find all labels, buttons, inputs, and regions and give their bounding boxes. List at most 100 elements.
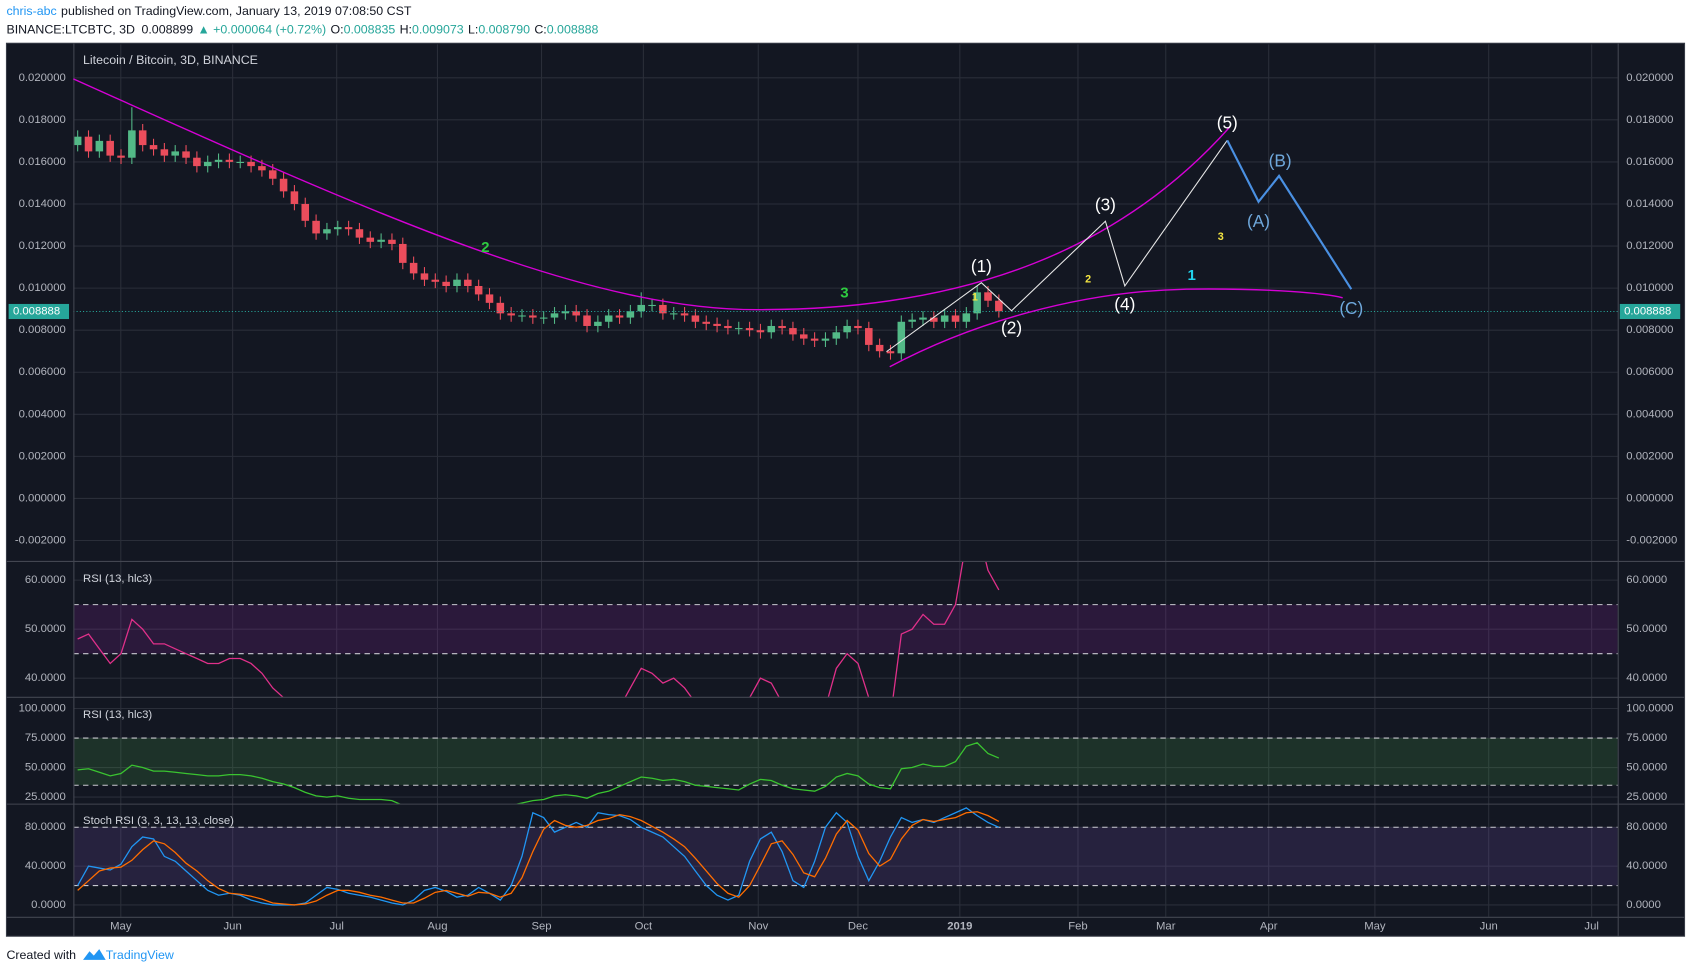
series-line xyxy=(77,811,1000,906)
wave-label: (3) xyxy=(1095,195,1116,215)
candle-body xyxy=(951,315,960,322)
price-label-box xyxy=(1619,303,1681,320)
footer-logo xyxy=(83,949,106,960)
change: ▲ +0.000064 (+0.72%) xyxy=(197,23,326,37)
author[interactable]: chris-abc xyxy=(6,4,56,18)
price-label: 0.008888 xyxy=(13,305,60,317)
candle-body xyxy=(713,323,721,326)
candle-body xyxy=(529,315,537,318)
y-tick-label: 25.0000 xyxy=(25,791,66,803)
candle-body xyxy=(724,325,732,329)
x-tick-label: Nov xyxy=(748,920,768,932)
wave-labels: 2 3 (1) 1 (2) 2 (3) (4) 3 1 (5) (A) (B) … xyxy=(481,113,1363,338)
y-tick-label: 0.0000 xyxy=(1626,899,1661,911)
candle-body xyxy=(626,311,635,318)
y-tick-label: 0.014000 xyxy=(1626,198,1673,210)
candle-body xyxy=(193,157,201,167)
candle-body xyxy=(745,328,754,331)
candle-body xyxy=(149,145,158,150)
candle-body xyxy=(290,191,299,204)
candle-body xyxy=(604,315,613,322)
x-tick-label: May xyxy=(110,920,132,932)
x-tick-label: Dec xyxy=(848,920,868,932)
y-tick-label: 0.010000 xyxy=(19,282,66,294)
y-tick-label: 0.008000 xyxy=(19,324,66,336)
y-tick-label: 50.0000 xyxy=(1626,623,1667,635)
y-tick-label: 0.018000 xyxy=(1626,114,1673,126)
wave-label: 3 xyxy=(1218,231,1224,243)
x-tick-label: Jun xyxy=(224,920,242,932)
candle-body xyxy=(117,155,125,158)
candle-body xyxy=(594,321,602,326)
y-tick-label: 60.0000 xyxy=(25,574,66,586)
x-tick-label: Aug xyxy=(427,920,447,932)
candle-body xyxy=(583,315,591,326)
candle-body xyxy=(886,351,895,354)
candle-body xyxy=(800,334,808,339)
candle-body xyxy=(420,273,429,280)
candle-body xyxy=(344,227,353,230)
y-tick-label: -0.002000 xyxy=(1626,534,1677,546)
y-tick-label: 0.016000 xyxy=(19,156,66,168)
candle-body xyxy=(854,325,862,329)
y-tick-label: 0.006000 xyxy=(19,366,66,378)
x-tick-label: Apr xyxy=(1260,920,1278,932)
panel-dividers xyxy=(6,43,1685,937)
candle-body xyxy=(615,315,624,318)
x-tick-label: Mar xyxy=(1156,920,1176,932)
candle-body xyxy=(919,317,927,320)
y-tick-label: 80.0000 xyxy=(1626,821,1667,833)
wave-label: (1) xyxy=(971,256,992,276)
trend-curve xyxy=(73,78,1230,311)
symbol: BINANCE:LTCBTC, 3D xyxy=(6,23,135,37)
y-tick-label: 0.000000 xyxy=(1626,492,1673,504)
band xyxy=(73,827,1618,886)
ohlc-value: 0.009073 xyxy=(412,23,464,37)
footer-brand[interactable]: TradingView xyxy=(106,948,174,962)
header-line-2: BINANCE:LTCBTC, 3D 0.008899 ▲ +0.000064 (+… xyxy=(6,23,598,37)
y-tick-label: 25.0000 xyxy=(1626,791,1667,803)
candle-body xyxy=(453,279,461,287)
candle-body xyxy=(268,170,277,179)
candle-body xyxy=(984,292,992,301)
candle-body xyxy=(279,178,288,192)
y-tick-label: 0.006000 xyxy=(1626,366,1673,378)
candle-body xyxy=(908,319,916,322)
candle-body xyxy=(138,130,147,146)
y-tick-label: 0.002000 xyxy=(19,450,66,462)
candle-body xyxy=(821,338,830,341)
y-tick-label: 0.008000 xyxy=(1626,324,1673,336)
x-tick-label: 2019 xyxy=(947,920,972,932)
candle-body xyxy=(333,227,342,230)
y-tick-label: 40.0000 xyxy=(1626,672,1667,684)
x-tick-label: Jul xyxy=(1584,920,1598,932)
candle-body xyxy=(214,159,223,162)
y-tick-label: 0.010000 xyxy=(1626,282,1673,294)
y-tick-label: 0.004000 xyxy=(1626,408,1673,420)
candle-body xyxy=(464,279,472,287)
candle-body xyxy=(832,332,841,339)
candle-body xyxy=(312,220,320,234)
candle-body xyxy=(225,159,234,162)
candle-body xyxy=(789,328,797,335)
candle-body xyxy=(637,304,645,312)
indicator-title: RSI (13, hlc3) xyxy=(83,573,152,585)
y-tick-label: 75.0000 xyxy=(1626,732,1667,744)
series-line xyxy=(77,561,1000,697)
candle-body xyxy=(236,161,245,163)
y-tick-label: 0.014000 xyxy=(19,198,66,210)
y-tick-label: 50.0000 xyxy=(25,762,66,774)
candle-body xyxy=(865,328,873,345)
candle-body xyxy=(485,294,494,303)
y-tick-label: 40.0000 xyxy=(25,672,66,684)
candle-body xyxy=(431,279,440,282)
candle-body xyxy=(875,344,884,352)
candle-body xyxy=(160,149,169,156)
candle-body xyxy=(897,321,906,354)
y-tick-label: 40.0000 xyxy=(25,860,66,872)
wave-label: (B) xyxy=(1269,150,1292,170)
candle-body xyxy=(572,311,580,316)
candle-body xyxy=(940,315,949,322)
candle-body xyxy=(409,262,418,274)
ohlc-value: 0.008888 xyxy=(547,23,599,37)
